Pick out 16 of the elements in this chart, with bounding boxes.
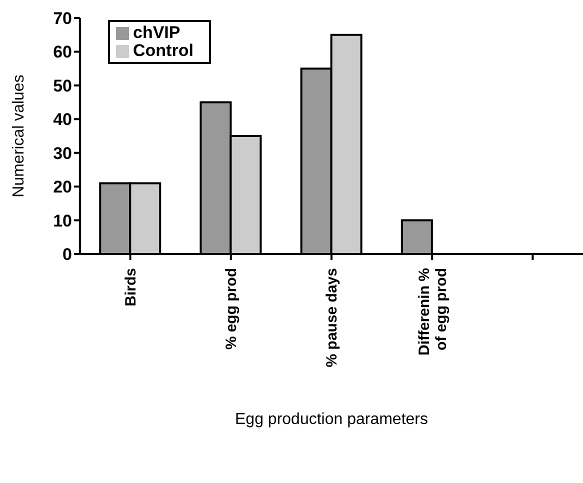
x-tick-label: % pause days bbox=[324, 268, 340, 368]
x-axis-title: Egg production parameters bbox=[235, 411, 428, 428]
legend-label: chVIP bbox=[133, 23, 180, 42]
y-tick-label: 0 bbox=[62, 245, 72, 264]
y-tick-label: 60 bbox=[53, 42, 72, 62]
x-tick-label: % egg prod bbox=[222, 268, 240, 350]
legend-label: Control bbox=[133, 41, 194, 60]
y-tick-label: 10 bbox=[53, 211, 72, 230]
x-tick-label: Differenin % of egg prod bbox=[416, 268, 450, 356]
y-tick-label: 50 bbox=[53, 76, 72, 96]
y-tick-label: 40 bbox=[53, 110, 72, 130]
y-axis-title: Numerical values bbox=[10, 74, 28, 198]
y-tick-label: 30 bbox=[53, 144, 72, 163]
x-tick-label: Birds bbox=[122, 268, 140, 306]
y-tick-label: 20 bbox=[53, 178, 72, 197]
y-tick-label: 70 bbox=[53, 9, 72, 28]
